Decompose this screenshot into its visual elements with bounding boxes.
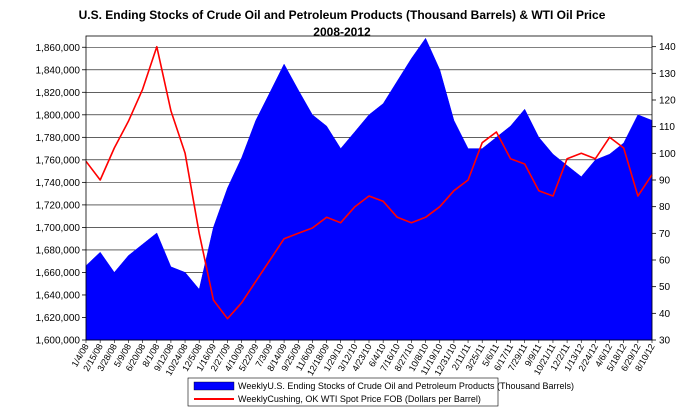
right-tick-label: 40 (659, 309, 671, 320)
left-tick-label: 1,620,000 (36, 313, 81, 324)
left-tick-label: 1,840,000 (36, 65, 81, 76)
left-tick-label: 1,600,000 (36, 336, 81, 347)
right-tick-label: 130 (659, 69, 676, 80)
right-tick-label: 90 (659, 176, 671, 187)
legend-label-wti-price: WeeklyCushing, OK WTI Spot Price FOB (Do… (238, 394, 481, 404)
right-tick-label: 120 (659, 96, 676, 107)
right-tick-label: 100 (659, 149, 676, 160)
axes: 1,600,000 1,620,000 1,640,000 1,660,000 1,68… (36, 35, 676, 377)
left-tick-label: 1,680,000 (36, 245, 81, 256)
right-tick-label: 30 (659, 336, 671, 347)
left-tick-label: 1,640,000 (36, 290, 81, 301)
chart-subtitle: 2008-2012 (313, 25, 371, 39)
left-tick-label: 1,660,000 (36, 268, 81, 279)
left-tick-label: 1,780,000 (36, 133, 81, 144)
right-tick-label: 70 (659, 229, 671, 240)
area-series-stocks (85, 37, 653, 341)
left-tick-label: 1,740,000 (36, 178, 81, 189)
right-tick-label: 110 (659, 122, 675, 133)
left-tick-label: 1,700,000 (36, 223, 81, 234)
left-tick-label: 1,800,000 (36, 110, 81, 121)
plot-area (85, 37, 653, 341)
left-tick-label: 1,820,000 (36, 88, 81, 99)
left-tick-label: 1,760,000 (36, 155, 81, 166)
right-tick-label: 50 (659, 282, 671, 293)
chart-title: U.S. Ending Stocks of Crude Oil and Petr… (79, 8, 606, 22)
left-tick-label: 1,720,000 (36, 200, 81, 211)
legend: WeeklyU.S. Ending Stocks of Crude Oil an… (187, 377, 574, 407)
legend-swatch-stocks (193, 381, 235, 391)
right-tick-label: 140 (659, 42, 676, 53)
legend-box (187, 377, 499, 407)
line-series-wti-price (85, 45, 653, 320)
left-tick-label: 1,860,000 (36, 43, 81, 54)
right-tick-label: 80 (659, 202, 671, 213)
right-tick-label: 60 (659, 256, 671, 267)
legend-label-stocks: WeeklyU.S. Ending Stocks of Crude Oil an… (238, 381, 574, 391)
